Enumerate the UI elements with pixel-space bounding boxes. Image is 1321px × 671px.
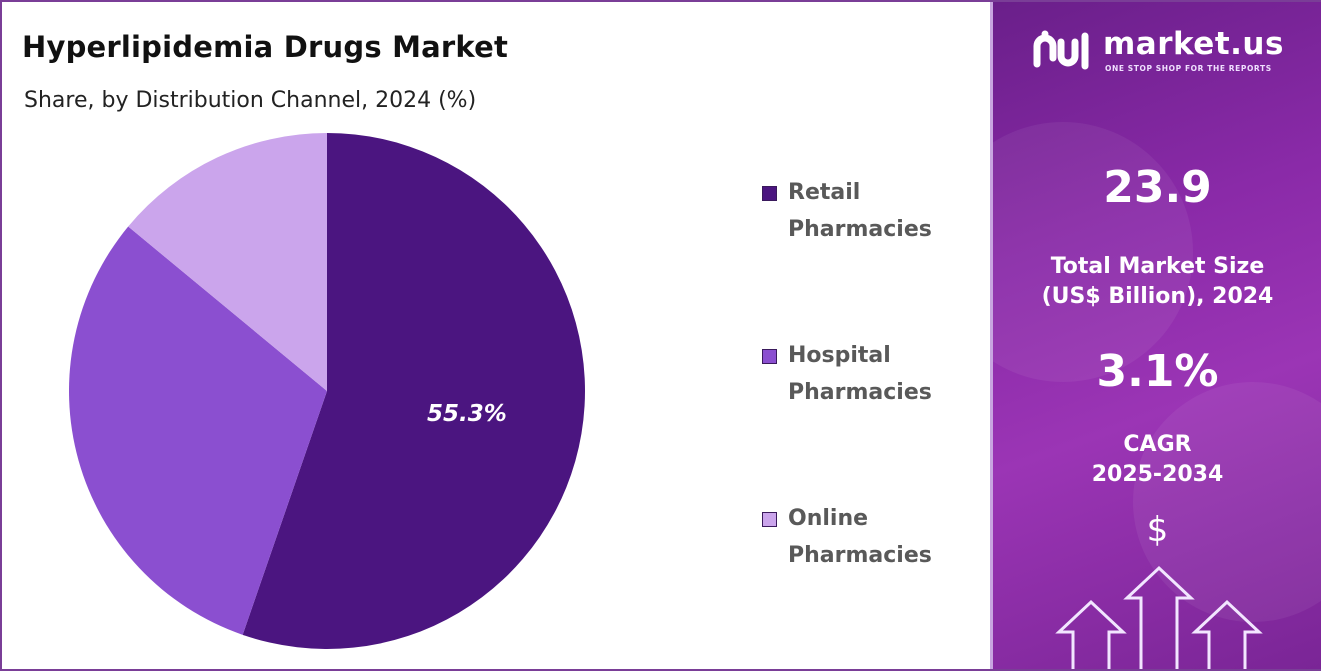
pie-slice-hospital (68, 226, 328, 635)
legend-label-hospital-line2: Pharmacies (788, 380, 932, 405)
cagr-block: 3.1% (993, 346, 1321, 397)
background-shape (1133, 382, 1321, 622)
market-size-value: 23.9 (1103, 162, 1212, 213)
dollar-icon: $ (1146, 510, 1169, 550)
legend-swatch-online (762, 512, 777, 527)
chart-panel: Hyperlipidemia Drugs Market Share, by Di… (2, 2, 989, 669)
pie-data-label-retail: 55.3% (427, 401, 507, 427)
cagr-label-line1: CAGR (1123, 432, 1192, 457)
brand-logo: market.us ONE STOP SHOP FOR THE REPORTS (1031, 26, 1301, 76)
market-size-label-line1: Total Market Size (1050, 254, 1265, 279)
market-size-block: 23.9 (993, 162, 1321, 213)
pie-slice-online (128, 133, 327, 391)
market-size-label: Total Market Size (US$ Billion), 2024 (993, 252, 1321, 312)
pie-chart: 55.3% (68, 133, 585, 649)
legend-label-online-line1: Online (788, 506, 869, 531)
background-shape (993, 122, 1193, 382)
market-us-logo-icon (1033, 30, 1089, 70)
legend-label-retail-line1: Retail (788, 180, 861, 205)
legend-label-retail: Retail Pharmacies (788, 174, 968, 248)
legend-label-retail-line2: Pharmacies (788, 217, 932, 242)
brand-name: market.us (1103, 26, 1284, 62)
legend-label-hospital: Hospital Pharmacies (788, 337, 968, 411)
brand-tagline: ONE STOP SHOP FOR THE REPORTS (1105, 64, 1272, 73)
cagr-label: CAGR 2025-2034 (993, 430, 1321, 490)
cagr-label-line2: 2025-2034 (1091, 462, 1224, 487)
growth-arrows-icon (1055, 565, 1263, 669)
legend-swatch-hospital (762, 349, 777, 364)
summary-panel: market.us ONE STOP SHOP FOR THE REPORTS … (990, 2, 1321, 669)
legend-label-online-line2: Pharmacies (788, 543, 932, 568)
legend-label-hospital-line1: Hospital (788, 343, 891, 368)
market-size-label-line2: (US$ Billion), 2024 (1041, 284, 1274, 309)
pie-slice-retail (242, 133, 585, 649)
cagr-value: 3.1% (1096, 346, 1219, 397)
chart-title: Hyperlipidemia Drugs Market (22, 30, 509, 64)
legend-swatch-retail (762, 186, 777, 201)
chart-subtitle: Share, by Distribution Channel, 2024 (%) (24, 88, 477, 113)
legend-label-online: Online Pharmacies (788, 500, 968, 574)
